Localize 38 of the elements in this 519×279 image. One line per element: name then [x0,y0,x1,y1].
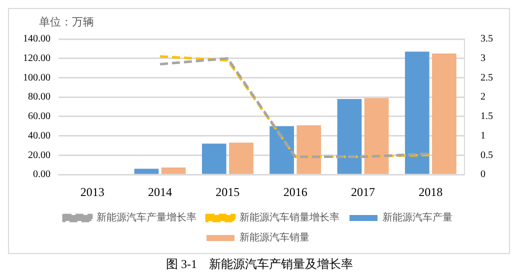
y-axis-title: 单位：万辆 [39,15,94,28]
bar [161,168,186,174]
y2-tick-label: 1.5 [480,111,493,122]
bar [134,168,159,174]
legend-label: 新能源汽车销量增长率 [240,212,340,224]
y-tick-label: 20.00 [28,150,50,161]
bar [432,54,456,174]
y-tick-label: 40.00 [28,130,50,142]
y2-tick-label: 1 [480,130,486,142]
y-tick-label: 100.00 [23,72,50,84]
legend-label: 新能源汽车销量 [240,232,310,244]
y2-tick-label: 0 [480,169,486,180]
bar [364,98,389,174]
bar [202,144,226,174]
y-tick-label: 60.00 [28,111,50,122]
y2-tick-label: 2.5 [480,72,493,84]
bar [229,142,254,174]
text: 图 3-1 新能源汽车产销量及增长率 [165,256,354,273]
bar [337,99,362,174]
y-tick-label: 120.00 [23,52,50,64]
x-tick-label: 2014 [148,184,172,199]
x-tick-label: 2015 [216,184,240,199]
legend-label: 新能源汽车产量增长率 [96,212,196,224]
x-tick-label: 2017 [351,184,375,199]
bar [270,126,294,174]
x-tick-label: 2013 [80,184,104,199]
y-tick-label: 80.00 [28,92,50,103]
bar [296,125,322,174]
x-tick-label: 2018 [418,184,443,199]
legend-label: 新能源汽车产量 [382,212,452,224]
y-tick-label: 140.00 [23,34,50,45]
x-tick-label: 2016 [283,184,308,199]
y2-tick-label: 3.5 [480,34,493,45]
bar [404,52,430,174]
y2-tick-label: 0.5 [480,150,493,161]
y-tick-label: 0.00 [33,169,50,180]
y2-tick-label: 3 [480,52,486,64]
y2-tick-label: 2 [480,92,486,103]
